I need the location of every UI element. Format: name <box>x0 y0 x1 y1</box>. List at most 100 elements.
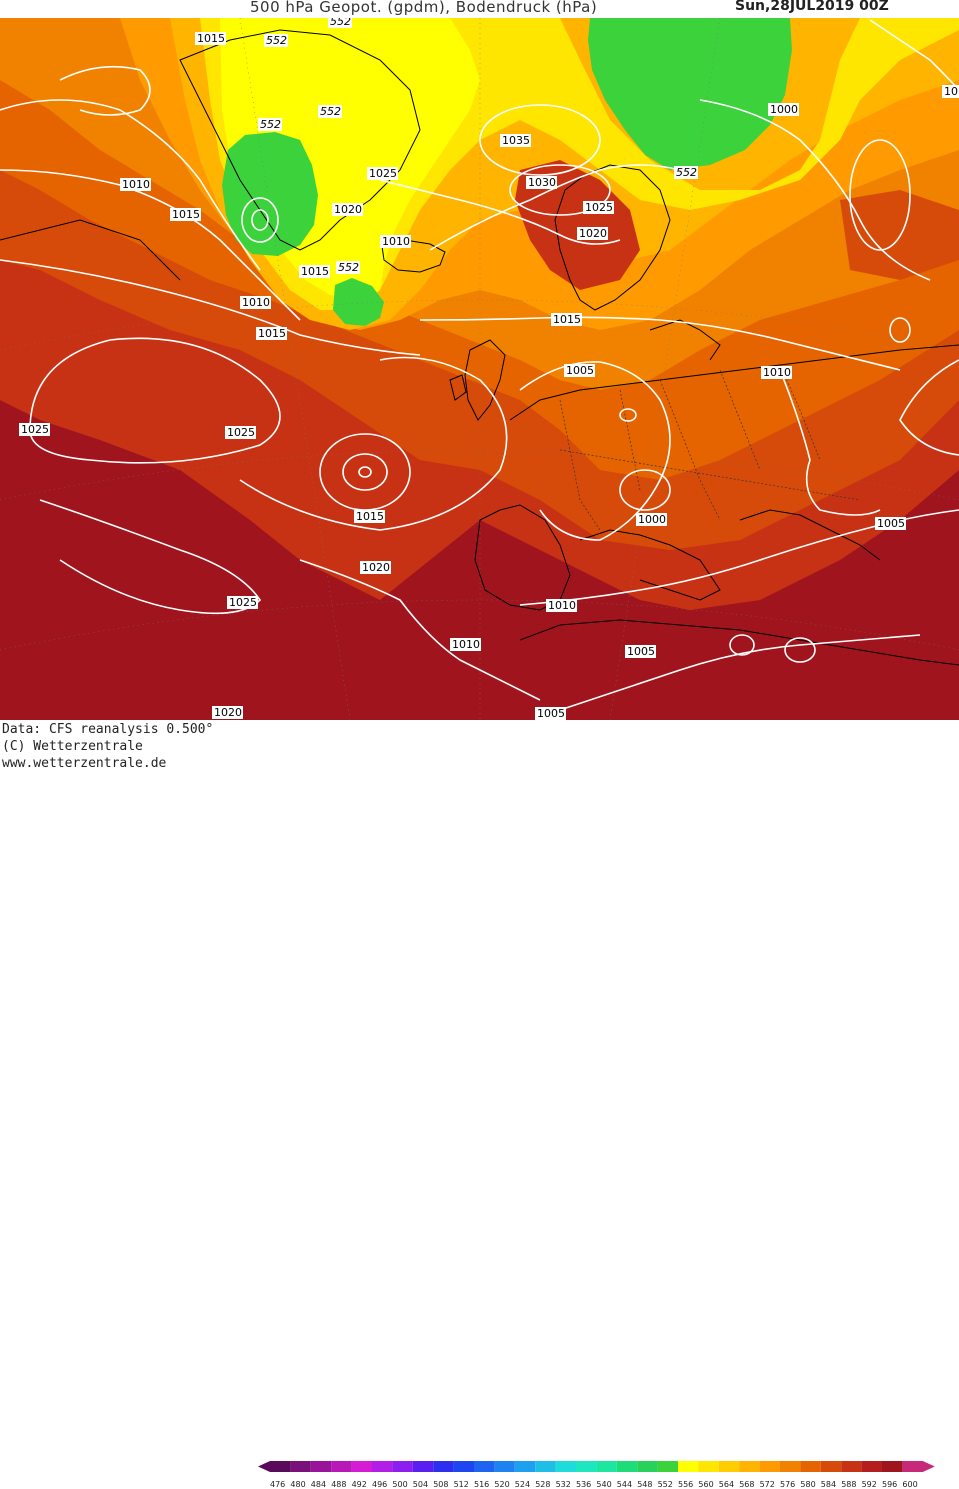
legend-label: 516 <box>474 1480 489 1489</box>
pressure-label: 1010 <box>382 235 410 248</box>
legend-label: 500 <box>392 1480 407 1489</box>
data-source: Data: CFS reanalysis 0.500° <box>2 722 214 737</box>
legend-label: 580 <box>800 1480 815 1489</box>
legend-swatch <box>372 1461 393 1472</box>
legend-label: 560 <box>698 1480 713 1489</box>
pressure-label: 1015 <box>258 327 286 340</box>
pressure-label: 1025 <box>227 426 255 439</box>
legend-label: 524 <box>515 1480 530 1489</box>
legend-swatch <box>412 1461 434 1472</box>
pressure-label: 1000 <box>638 513 666 526</box>
border-1 <box>559 399 601 531</box>
pressure-label: 1025 <box>585 201 613 214</box>
legend-label: 480 <box>290 1480 305 1489</box>
pressure-label: 1015 <box>197 32 225 45</box>
pressure-label: 1015 <box>301 265 329 278</box>
isobars <box>0 19 959 711</box>
isobar-i <box>419 316 901 371</box>
pressure-label: 1005 <box>537 707 565 720</box>
ireland-coast <box>449 374 467 401</box>
isobar-low-europe-2 <box>619 469 671 511</box>
pressure-label: 1035 <box>502 134 530 147</box>
isobar-g <box>429 164 681 251</box>
legend-label: 568 <box>739 1480 754 1489</box>
field-552-iceland <box>333 278 384 326</box>
pressure-label: 1025 <box>229 596 257 609</box>
legend-swatch <box>331 1461 352 1472</box>
borders <box>559 364 861 531</box>
coastlines <box>0 29 959 666</box>
pressure-label: 1010 <box>548 599 576 612</box>
pressure-label: 1020 <box>214 706 242 719</box>
geo-label: 552 <box>266 34 287 47</box>
legend-label: 564 <box>719 1480 734 1489</box>
legend-label: 544 <box>617 1480 632 1489</box>
field-580-east <box>840 190 959 280</box>
pressure-labels: 1015 1010 1015 1010 1015 1025 1025 1015 … <box>19 32 959 720</box>
isobar-h <box>379 179 621 245</box>
map-date: Sun,28JUL2019 00Z <box>735 0 889 14</box>
pressure-label: 1030 <box>528 176 556 189</box>
pressure-label: 1005 <box>566 364 594 377</box>
britain-coast <box>464 339 506 421</box>
pressure-label: 1010 <box>763 366 791 379</box>
geo-label-bg <box>336 261 360 274</box>
pressure-label: 1005 <box>627 645 655 658</box>
geo-label: 552 <box>338 261 359 274</box>
geo-label: 552 <box>260 118 281 131</box>
isobar-a <box>0 99 261 271</box>
isobar-high-north-2 <box>479 104 601 176</box>
legend-label: 600 <box>902 1480 917 1489</box>
geo-label-bg <box>328 18 352 28</box>
legend-swatch <box>657 1461 678 1472</box>
isobar-africa-2 <box>784 637 816 663</box>
legend-swatch <box>474 1461 495 1472</box>
legend-swatch <box>310 1461 332 1472</box>
legend-label: 556 <box>678 1480 693 1489</box>
legend-swatch <box>535 1461 556 1472</box>
legend-swatch <box>861 1461 882 1472</box>
legend-swatch <box>555 1461 576 1472</box>
border-4 <box>719 369 761 471</box>
legend-label: 592 <box>862 1480 877 1489</box>
geo-label-bg <box>258 118 282 131</box>
isobar-e <box>239 356 508 531</box>
footer: Data: CFS reanalysis 0.500° (C) Wetterze… <box>0 720 959 1489</box>
geo-label: 552 <box>676 166 697 179</box>
isobar-c <box>0 259 421 356</box>
isobar-f <box>299 559 541 701</box>
legend-swatch <box>800 1461 821 1472</box>
geo-label-bg <box>264 34 288 47</box>
legend-label: 576 <box>780 1480 795 1489</box>
legend-swatch <box>258 1461 291 1472</box>
map-title: 500 hPa Geopot. (gpdm), Bodendruck (hPa) <box>250 0 598 16</box>
legend-swatch <box>290 1461 311 1472</box>
geo-label: 552 <box>330 18 351 28</box>
pressure-label: 1025 <box>369 167 397 180</box>
legend-swatch <box>453 1461 474 1472</box>
legend-swatch <box>433 1461 454 1472</box>
geo-label-bg <box>318 105 342 118</box>
legend-label: 508 <box>433 1480 448 1489</box>
legend-label: 496 <box>372 1480 387 1489</box>
isobar-low-europe <box>519 361 671 541</box>
title-bar: 500 hPa Geopot. (gpdm), Bodendruck (hPa)… <box>0 0 959 18</box>
border-3 <box>659 379 721 521</box>
border-2 <box>619 389 641 491</box>
pressure-label: 1025 <box>21 423 49 436</box>
meridian-3 <box>609 18 721 720</box>
legend-label: 588 <box>841 1480 856 1489</box>
isobar-high-north-1 <box>509 164 611 216</box>
pressure-label: 1015 <box>553 313 581 326</box>
canada-coast <box>0 219 181 281</box>
isobar-d <box>39 499 262 615</box>
pressure-label: 1015 <box>172 208 200 221</box>
pressure-label: 1020 <box>334 203 362 216</box>
pressure-label: 1005 <box>877 517 905 530</box>
pressure-label: 1000 <box>770 103 798 116</box>
legend-swatch <box>596 1461 617 1472</box>
pressure-label: 1010 <box>452 638 480 651</box>
legend-swatch <box>494 1461 515 1472</box>
pressure-label: 1020 <box>579 227 607 240</box>
legend-swatch <box>392 1461 413 1472</box>
